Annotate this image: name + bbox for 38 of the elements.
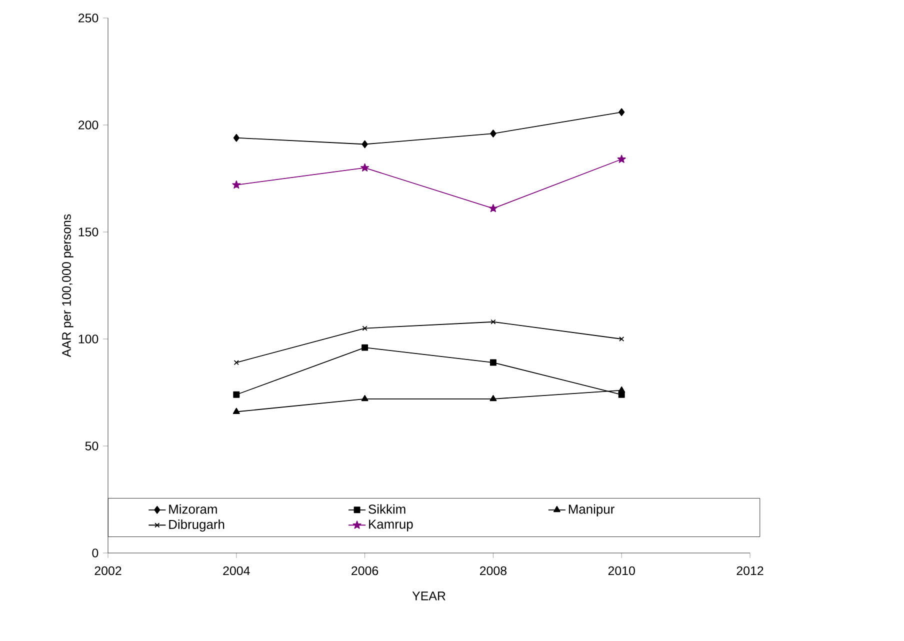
legend-label: Kamrup: [369, 520, 413, 532]
y-tick-label: 50: [85, 442, 98, 450]
point: [490, 130, 496, 138]
y-tick-label: 150: [78, 228, 98, 236]
legend-label: Dibrugarh: [169, 520, 224, 532]
point: [617, 154, 626, 163]
x-tick-label: 2010: [608, 566, 635, 576]
x-tick-label: 2012: [736, 566, 764, 576]
point: [490, 394, 497, 402]
y-axis-title: AAR per 100,000 persons: [62, 214, 74, 358]
x-tick-label: 2004: [223, 566, 250, 576]
point: [490, 359, 496, 366]
y-tick-label: 250: [78, 14, 98, 22]
point: [233, 134, 240, 142]
legend-label: Manipur: [568, 504, 614, 516]
y-tick-label: 200: [78, 120, 98, 130]
point: [619, 336, 624, 342]
point: [362, 344, 368, 351]
x-tick-label: 2002: [94, 566, 122, 576]
point: [618, 108, 625, 116]
point: [361, 394, 368, 402]
point: [360, 163, 370, 172]
y-tick-label: 100: [78, 334, 98, 344]
point: [618, 386, 626, 393]
x-tick-label: 2008: [480, 566, 507, 576]
point: [488, 204, 498, 212]
x-axis-title: YEAR: [412, 592, 446, 600]
legend-label: Sikkim: [368, 504, 406, 514]
point: [490, 319, 496, 324]
x-tick-label: 2006: [352, 566, 378, 576]
y-tick-label: 0: [92, 548, 98, 558]
point: [233, 391, 240, 398]
point: [362, 326, 368, 331]
point: [232, 180, 241, 189]
point: [362, 140, 368, 148]
legend-label: Mizoram: [169, 504, 217, 514]
point: [232, 408, 240, 414]
point: [234, 360, 239, 366]
